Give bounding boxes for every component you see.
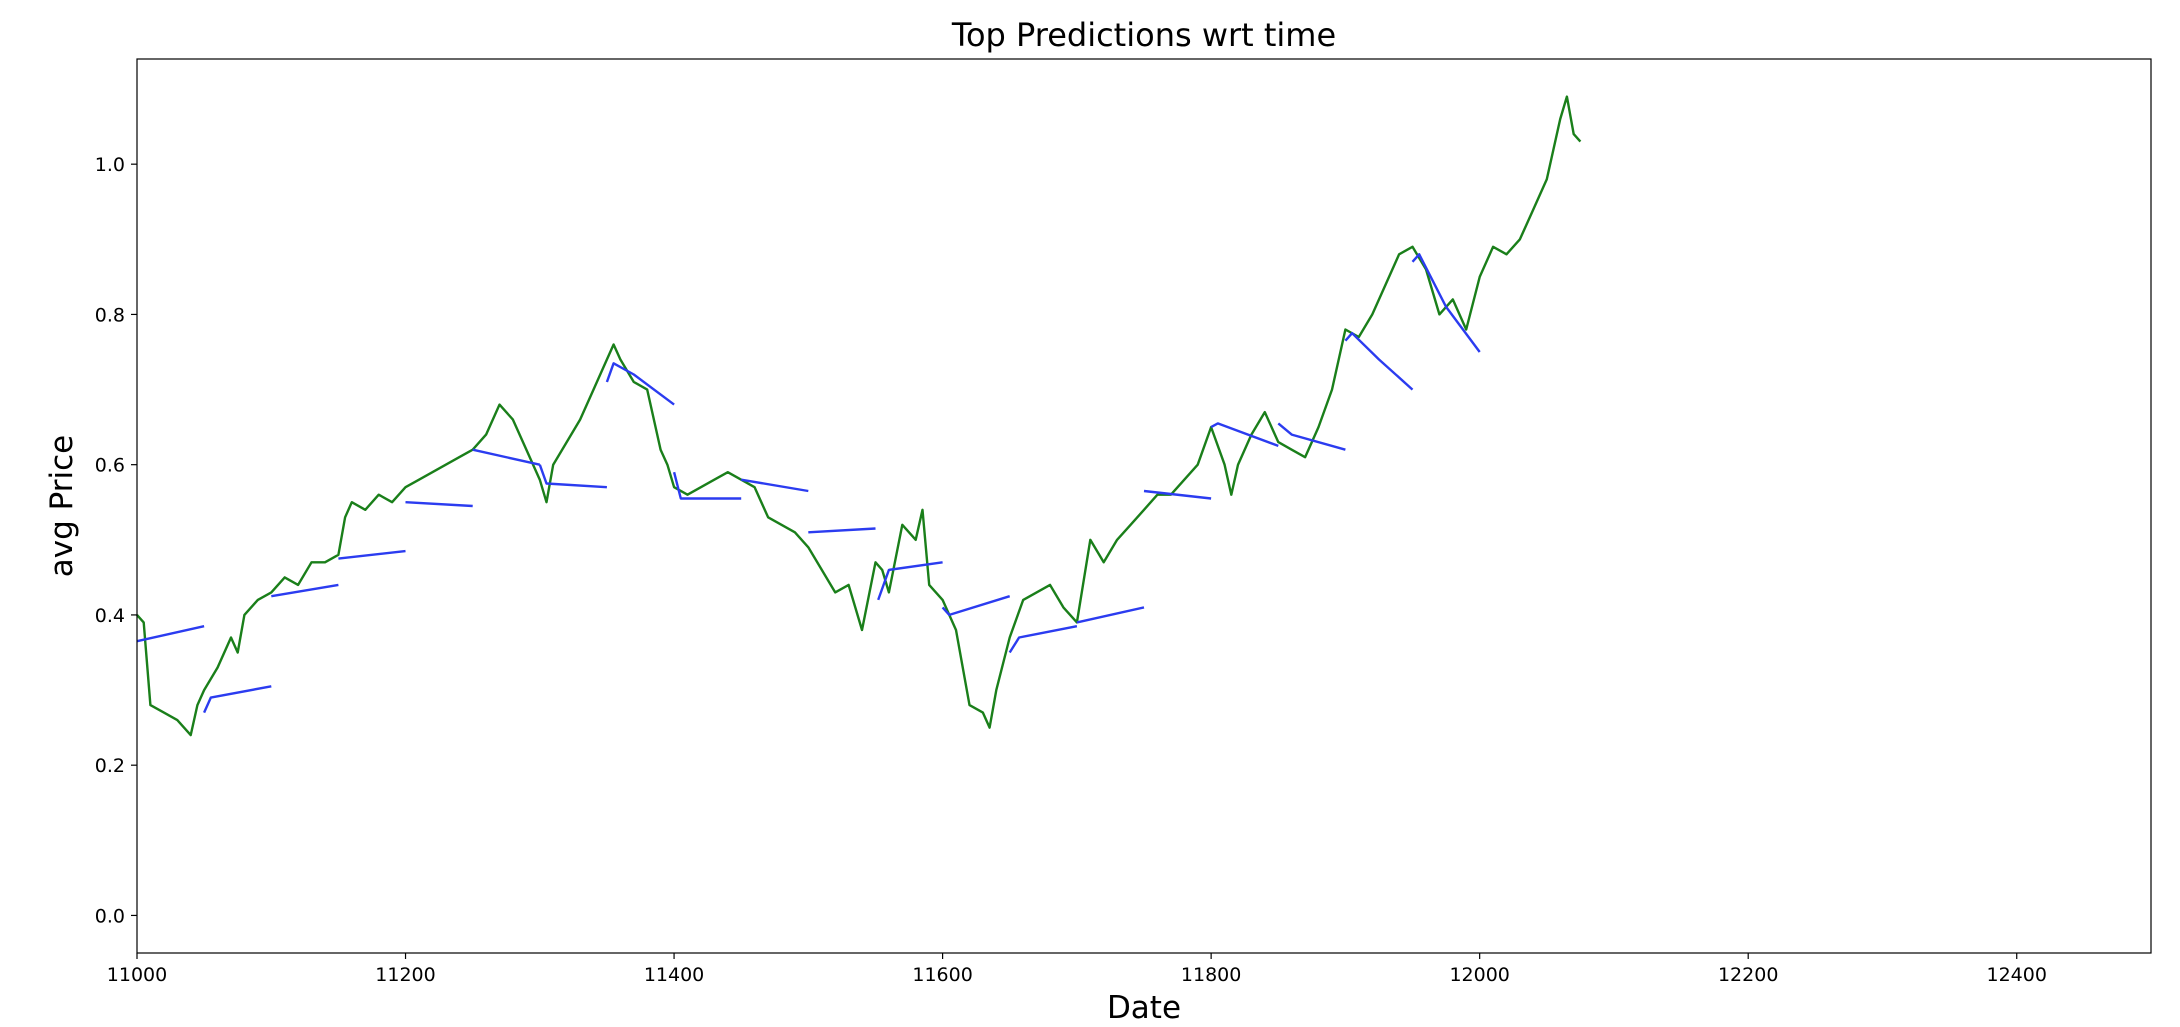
series-line bbox=[405, 501, 473, 508]
series-line bbox=[1277, 422, 1346, 451]
series-line bbox=[1076, 606, 1145, 624]
y-axis-label: avg Price bbox=[44, 435, 80, 578]
x-tick-label: 11800 bbox=[1181, 964, 1241, 986]
plot-frame bbox=[136, 58, 2152, 954]
x-axis-label: Date bbox=[1107, 990, 1181, 1026]
x-tick-label: 11600 bbox=[912, 964, 972, 986]
series-line bbox=[1008, 625, 1078, 654]
series-line bbox=[1143, 489, 1212, 500]
series-line bbox=[741, 478, 809, 493]
x-tick-label: 12000 bbox=[1449, 964, 1509, 986]
y-tick-label: 0.4 bbox=[95, 605, 125, 627]
series-line bbox=[203, 685, 272, 714]
series-line bbox=[605, 362, 675, 406]
x-tick-label: 12200 bbox=[1718, 964, 1778, 986]
series-line bbox=[136, 95, 1582, 737]
series-line bbox=[472, 448, 541, 466]
x-tick-label: 11400 bbox=[644, 964, 704, 986]
series-line bbox=[538, 464, 607, 489]
y-tick-label: 0.2 bbox=[95, 755, 125, 777]
series-line bbox=[941, 595, 1011, 617]
chart-title: Top Predictions wrt time bbox=[951, 16, 1336, 54]
series-line bbox=[1344, 332, 1414, 391]
series-line bbox=[271, 583, 339, 598]
x-tick-label: 11200 bbox=[375, 964, 435, 986]
series-line bbox=[877, 561, 943, 601]
x-tick-label: 11000 bbox=[107, 964, 167, 986]
series-line bbox=[338, 549, 406, 560]
y-tick-label: 0.8 bbox=[95, 304, 125, 326]
series-line bbox=[672, 471, 742, 500]
y-tick-label: 0.6 bbox=[95, 455, 125, 477]
series-line bbox=[1411, 253, 1481, 353]
series-line bbox=[1210, 422, 1279, 448]
series-line bbox=[136, 625, 205, 643]
y-tick-label: 0.0 bbox=[95, 905, 125, 927]
series-line bbox=[808, 527, 876, 534]
x-tick-label: 12400 bbox=[1987, 964, 2047, 986]
y-tick-label: 1.0 bbox=[95, 154, 125, 176]
